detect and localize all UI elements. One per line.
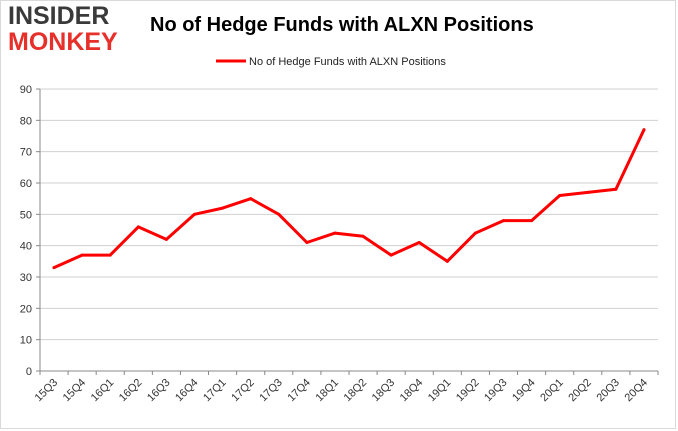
x-tick-label-19Q4: 19Q4 <box>510 377 538 405</box>
x-tick-label-18Q3: 18Q3 <box>370 377 398 405</box>
y-tick-label-90: 90 <box>20 84 32 96</box>
x-tick-label-16Q4: 16Q4 <box>173 377 201 405</box>
y-tick-label-60: 60 <box>20 178 32 190</box>
data-point-16Q1 <box>108 253 112 257</box>
data-point-19Q3 <box>502 219 505 223</box>
data-point-19Q1 <box>445 259 449 263</box>
y-tick-label-80: 80 <box>20 115 32 127</box>
data-point-18Q3 <box>389 253 393 257</box>
data-point-16Q4 <box>193 212 196 216</box>
data-point-17Q1 <box>221 206 225 210</box>
axes <box>39 89 659 375</box>
y-tick-label-10: 10 <box>20 335 32 347</box>
data-point-20Q3 <box>614 187 618 191</box>
x-tick-label-17Q4: 17Q4 <box>285 377 313 405</box>
data-point-20Q2 <box>586 190 590 194</box>
x-tick-label-20Q4: 20Q4 <box>623 377 651 405</box>
data-point-16Q2 <box>136 225 140 229</box>
y-tick-label-20: 20 <box>20 303 32 315</box>
insider-monkey-logo: INSIDER MONKEY <box>8 4 128 55</box>
y-tick-label-50: 50 <box>20 209 32 221</box>
data-point-18Q2 <box>361 234 365 238</box>
series-lines <box>52 128 646 270</box>
x-tick-label-17Q1: 17Q1 <box>201 377 229 405</box>
x-tick-labels: 15Q3 15Q4 16Q1 16Q2 16Q3 16Q4 17Q1 17Q2 17Q3 17Q4… <box>33 377 650 405</box>
logo-line-2: MONKEY <box>8 28 118 56</box>
x-tick-label-20Q3: 20Q3 <box>594 377 622 405</box>
series-line-0 <box>52 128 646 270</box>
x-tick-label-16Q2: 16Q2 <box>117 377 145 405</box>
data-point-18Q1 <box>333 231 337 235</box>
logo-line-1: INSIDER <box>8 2 110 30</box>
chart-title: No of Hedge Funds with ALXN Positions <box>150 14 534 36</box>
x-tick-label-16Q3: 16Q3 <box>145 377 173 405</box>
x-tick-label-15Q3: 15Q3 <box>33 377 61 405</box>
x-tick-label-15Q4: 15Q4 <box>61 377 89 405</box>
data-point-19Q2 <box>473 231 477 235</box>
y-tick-label-70: 70 <box>20 147 32 159</box>
data-point-15Q4 <box>80 253 84 257</box>
data-point-15Q3 <box>52 266 56 270</box>
data-point-16Q3 <box>164 237 168 241</box>
x-tick-label-17Q3: 17Q3 <box>257 377 285 405</box>
x-tick-label-18Q1: 18Q1 <box>314 377 342 405</box>
y-tick-label-40: 40 <box>20 241 32 253</box>
x-tick-label-20Q2: 20Q2 <box>566 377 594 405</box>
gridlines <box>36 88 658 372</box>
y-tick-label-0: 0 <box>26 366 32 378</box>
y-tick-label-30: 30 <box>20 272 32 284</box>
data-point-19Q4 <box>530 219 534 223</box>
x-tick-label-19Q1: 19Q1 <box>426 377 454 405</box>
x-tick-label-17Q2: 17Q2 <box>229 377 257 405</box>
x-tick-label-20Q1: 20Q1 <box>538 377 566 405</box>
legend: No of Hedge Funds with ALXN Positions <box>216 56 446 68</box>
data-point-17Q2 <box>249 197 253 201</box>
legend-label: No of Hedge Funds with ALXN Positions <box>249 56 446 68</box>
data-point-20Q1 <box>558 194 562 198</box>
data-point-17Q4 <box>305 241 309 245</box>
y-tick-labels: 0 10 20 30 40 50 60 70 80 90 <box>20 84 32 378</box>
data-point-18Q4 <box>417 241 421 245</box>
data-point-20Q4 <box>642 128 646 132</box>
x-tick-label-16Q1: 16Q1 <box>89 377 117 405</box>
x-tick-label-18Q4: 18Q4 <box>398 377 426 405</box>
data-point-17Q3 <box>277 212 281 216</box>
x-tick-label-19Q2: 19Q2 <box>454 377 482 405</box>
x-tick-label-19Q3: 19Q3 <box>482 377 510 405</box>
x-tick-label-18Q2: 18Q2 <box>342 377 370 405</box>
